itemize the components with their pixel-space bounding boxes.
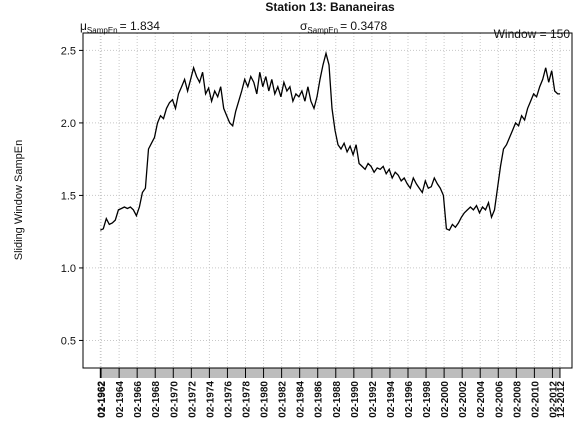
- y-tick-label: 2.5: [61, 45, 76, 57]
- annotation-symbol: σ: [300, 19, 308, 33]
- x-tick-label: 12-2012: [556, 381, 567, 418]
- annotation-text: = 1.834: [120, 19, 161, 33]
- x-tick-label: 02-1988: [332, 381, 343, 418]
- x-tick-label: 02-1976: [223, 381, 234, 418]
- chart-title: Station 13: Bananeiras: [265, 0, 395, 14]
- y-tick-label: 1.5: [61, 190, 76, 202]
- x-tick-label: 02-1982: [278, 381, 289, 418]
- x-tick-label: 02-1972: [187, 381, 198, 418]
- annotation: Window = 150: [494, 27, 571, 41]
- x-tick-label: 02-1974: [205, 381, 216, 418]
- x-tick-label: 02-1964: [115, 381, 126, 418]
- plot-frame: [82, 32, 573, 369]
- x-tick-label: 02-1968: [151, 381, 162, 418]
- x-tick-label: 02-2006: [494, 381, 505, 418]
- x-tick-label: 02-1998: [422, 381, 433, 418]
- x-tick-label: 02-1966: [133, 381, 144, 418]
- annotation: σSampEn = 0.3478: [300, 19, 387, 35]
- annotation-text: Window = 150: [494, 27, 571, 41]
- x-tick-label: 02-1980: [260, 381, 271, 418]
- x-tick-label: 02-2012: [548, 381, 559, 418]
- y-tick-label: 1.0: [61, 263, 76, 275]
- y-axis-label: Sliding Window SampEn: [13, 140, 25, 260]
- y-tick-label: 0.5: [61, 335, 76, 347]
- x-tick-label: 02-1986: [314, 381, 325, 418]
- x-tick-label: 02-2008: [512, 381, 523, 418]
- annotation-text: = 0.3478: [340, 19, 387, 33]
- annotation: μSampEn = 1.834: [80, 19, 160, 35]
- y-tick-label: 2.0: [61, 118, 76, 130]
- annotation-subscript: SampEn: [307, 26, 338, 35]
- data-line: [100, 50, 560, 232]
- x-tick-label: 01-1962: [96, 381, 107, 418]
- x-tick-label: 02-2000: [440, 381, 451, 418]
- x-tick-label: 02-1996: [404, 381, 415, 418]
- annotation-subscript: SampEn: [87, 26, 118, 35]
- axis-band: [100, 368, 560, 378]
- x-tick-label: 02-1992: [368, 381, 379, 418]
- x-tick-label: 02-2002: [458, 381, 469, 418]
- x-tick-label: 02-1962: [97, 381, 108, 418]
- x-tick-label: 02-1978: [241, 381, 252, 418]
- x-tick-label: 02-1990: [350, 381, 361, 418]
- annotation-symbol: μ: [80, 19, 87, 33]
- x-tick-label: 02-2004: [476, 381, 487, 418]
- x-tick-label: 02-1994: [386, 381, 397, 418]
- x-tick-label: 02-2010: [530, 381, 541, 418]
- x-tick-label: 02-1970: [169, 381, 180, 418]
- x-tick-label: 02-1984: [296, 381, 307, 418]
